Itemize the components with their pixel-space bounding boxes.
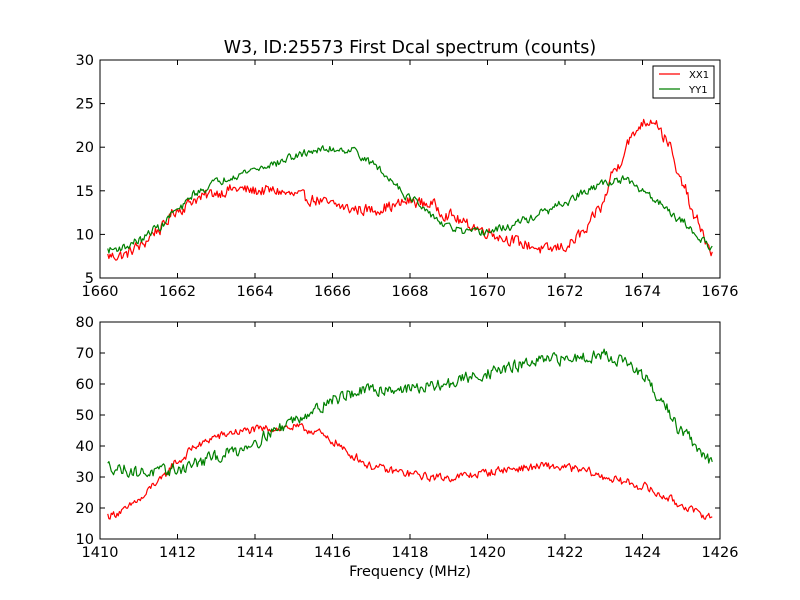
y-tick-label: 60 bbox=[76, 377, 94, 393]
x-tick-label: 1676 bbox=[702, 284, 739, 300]
legend-label-xx1: XX1 bbox=[689, 70, 709, 81]
y-tick-label: 80 bbox=[76, 315, 94, 331]
legend-frame bbox=[652, 65, 715, 99]
x-tick-label: 1660 bbox=[82, 284, 119, 300]
x-tick-label: 1412 bbox=[159, 545, 196, 561]
series-line-yy1 bbox=[107, 348, 713, 478]
plot-area bbox=[107, 348, 713, 520]
chart-title: W3, ID:25573 First Dcal spectrum (counts… bbox=[224, 38, 596, 58]
x-tick-label: 1420 bbox=[469, 545, 506, 561]
y-tick-label: 30 bbox=[76, 470, 94, 486]
y-tick-label: 5 bbox=[85, 271, 94, 287]
y-tick-label: 20 bbox=[76, 140, 94, 156]
top-panel: 1660 1662 1664 1666 1668 1670 1672 1674 1676 5 10 1… bbox=[76, 53, 739, 300]
y-tick-label: 20 bbox=[76, 501, 94, 517]
legend-label-yy1: YY1 bbox=[688, 85, 708, 96]
x-tick-label: 1416 bbox=[314, 545, 351, 561]
y-tick-label: 50 bbox=[76, 408, 94, 424]
x-tick-label: 1664 bbox=[237, 284, 274, 300]
plot-area bbox=[107, 118, 713, 261]
x-tick-label: 1410 bbox=[82, 545, 119, 561]
x-tick-label: 1666 bbox=[314, 284, 351, 300]
x-tick-label: 1670 bbox=[469, 284, 506, 300]
y-tick-label: 40 bbox=[76, 439, 94, 455]
series-line-xx1 bbox=[107, 423, 713, 520]
y-tick-label: 15 bbox=[76, 184, 94, 200]
x-tick-label: 1662 bbox=[159, 284, 196, 300]
legend: XX1 YY1 bbox=[652, 65, 715, 99]
x-tick-label: 1674 bbox=[624, 284, 661, 300]
x-tick-label: 1426 bbox=[702, 545, 739, 561]
y-tick-label: 10 bbox=[76, 532, 94, 548]
y-tick-label: 10 bbox=[76, 227, 94, 243]
y-tick-label: 70 bbox=[76, 346, 94, 362]
x-axis-label: Frequency (MHz) bbox=[349, 564, 471, 580]
x-tick-label: 1668 bbox=[392, 284, 429, 300]
x-tick-label: 1418 bbox=[392, 545, 429, 561]
y-tick-label: 30 bbox=[76, 53, 94, 69]
x-tick-label: 1422 bbox=[547, 545, 584, 561]
x-tick-label: 1424 bbox=[624, 545, 661, 561]
x-tick-label: 1672 bbox=[547, 284, 584, 300]
x-tick-label: 1414 bbox=[237, 545, 274, 561]
y-tick-label: 25 bbox=[76, 97, 94, 113]
series-line-yy1 bbox=[107, 145, 713, 254]
bottom-panel: 1410 1412 1414 1416 1418 1420 1422 1424 1426 10 20… bbox=[76, 315, 739, 561]
